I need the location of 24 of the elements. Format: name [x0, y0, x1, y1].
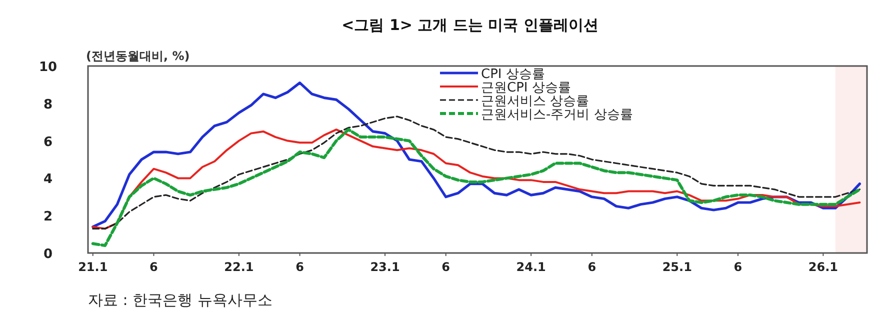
y-tick-label: 2 — [43, 210, 53, 225]
y-axis-title: (전년동월대비, %) — [86, 49, 190, 63]
y-tick-label: 0 — [43, 247, 53, 262]
legend-label: 근원서비스-주거비 상승률 — [481, 108, 633, 122]
y-tick-label: 4 — [43, 172, 53, 188]
legend-label: CPI 상승률 — [481, 67, 545, 82]
x-tick-label: 26.1 — [808, 260, 838, 274]
x-tick-label: 6 — [734, 260, 742, 274]
x-tick-label: 24.1 — [516, 260, 546, 274]
y-tick-label: 8 — [43, 97, 53, 112]
y-tick-label: 6 — [43, 134, 53, 150]
legend-label: 근원서비스 상승률 — [481, 94, 590, 109]
legend-label: 근원CPI 상승률 — [481, 80, 571, 96]
text: 자료 : 한국은행 뉴욕사무소 — [88, 291, 272, 309]
y-tick-label: 10 — [38, 60, 58, 75]
chart-title: <그림 1> 고개 드는 미국 인플레이션 — [342, 16, 598, 34]
x-tick-label: 23.1 — [370, 260, 400, 274]
x-tick-label: 25.1 — [662, 260, 692, 274]
x-tick-label: 22.1 — [224, 260, 254, 274]
x-tick-label: 6 — [150, 260, 158, 274]
x-tick-label: 6 — [442, 260, 450, 274]
x-tick-label: 21.1 — [78, 260, 108, 274]
x-tick-label: 6 — [296, 260, 304, 274]
x-tick-label: 6 — [588, 260, 596, 274]
